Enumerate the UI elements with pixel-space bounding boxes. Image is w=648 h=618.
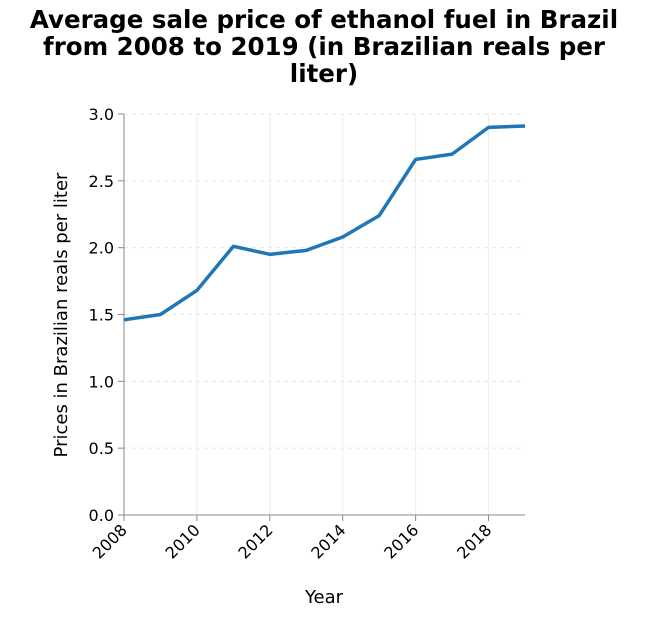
y-tick-label: 1.0 [89,372,114,391]
chart-title-line-1: Average sale price of ethanol fuel in Br… [29,5,619,34]
x-tick-label: 2010 [162,520,204,562]
data-series [123,124,526,322]
y-tick-label: 0.5 [89,439,114,458]
chart-title-line-2: from 2008 to 2019 (in Brazilian reals pe… [43,32,605,61]
x-tick-label: 2014 [307,520,349,562]
y-axis-ticks: 0.0 0.5 1.0 1.5 2.0 2.5 3.0 [89,105,124,525]
y-tick-label: 2.5 [89,172,114,191]
x-axis-ticks: 2008 2010 2012 2014 2016 2018 [89,515,495,563]
y-tick-label: 1.5 [89,306,114,325]
chart-title-line-3: liter) [289,59,359,88]
y-tick-label: 0.0 [89,506,114,525]
grid-lines [124,113,525,515]
x-axis-title: Year [304,587,344,608]
x-tick-label: 2018 [453,520,495,562]
x-tick-label: 2016 [380,520,422,562]
y-tick-label: 3.0 [89,105,114,124]
y-tick-label: 2.0 [89,239,114,258]
x-tick-label: 2008 [89,520,131,562]
y-axis-title: Prices in Brazilian reals per liter [51,172,72,457]
x-tick-label: 2012 [234,520,276,562]
series-line-0 [123,124,526,322]
chart-title: Average sale price of ethanol fuel in Br… [0,6,648,87]
